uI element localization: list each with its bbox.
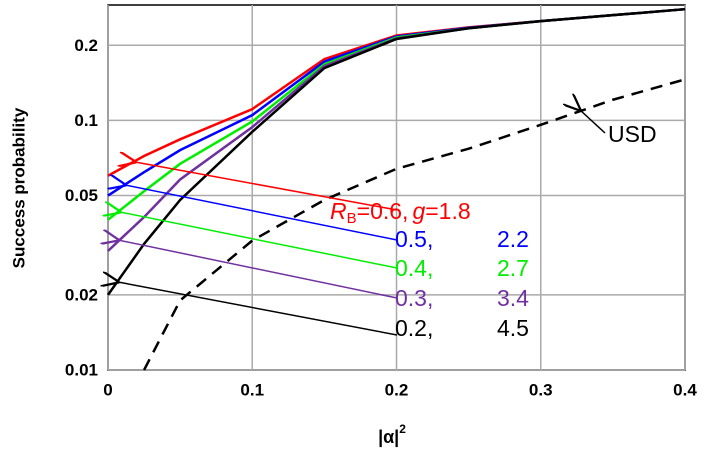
annotation-g: 4.5 xyxy=(497,315,529,341)
annotation-arrow xyxy=(118,240,398,299)
y-tick-label: 0.1 xyxy=(74,111,98,130)
y-axis-label: Success probability xyxy=(9,107,28,268)
annotation-rb: 0.4, xyxy=(395,255,433,281)
x-tick-label: 0.4 xyxy=(673,380,697,399)
annotation-g: 2.2 xyxy=(497,226,529,252)
y-tick-label: 0.2 xyxy=(74,36,98,55)
annotation-arrow xyxy=(118,282,398,336)
x-axis-label: |α|2 xyxy=(378,422,406,447)
annotation-rb: 0.2, xyxy=(395,315,433,341)
x-label-sup: 2 xyxy=(399,422,406,436)
series-line xyxy=(142,78,686,371)
usd-label: USD xyxy=(608,121,657,147)
rb-sub: B xyxy=(347,210,357,227)
rb-value: =0.6, xyxy=(357,198,409,224)
g-value: =1.8 xyxy=(425,198,470,224)
annotation-arrow xyxy=(135,162,398,211)
usd-arrow xyxy=(580,110,606,134)
g-symbol: g xyxy=(412,198,425,224)
annotation-arrow xyxy=(120,212,398,269)
x-tick-label: 0.1 xyxy=(240,380,264,399)
rb-symbol: R xyxy=(330,198,347,224)
y-tick-label: 0.01 xyxy=(65,360,98,379)
x-tick-label: 0.2 xyxy=(385,380,409,399)
x-tick-label: 0.3 xyxy=(529,380,553,399)
annotation-g: 2.7 xyxy=(497,255,529,281)
annotation-arrow xyxy=(125,185,398,241)
annotation-label: RB=0.6, g=1.8 xyxy=(330,198,471,227)
x-label-text: |α| xyxy=(378,427,399,447)
annotation-rb: 0.5, xyxy=(395,226,433,252)
y-tick-label: 0.02 xyxy=(65,285,98,304)
series-line xyxy=(106,7,686,296)
annotation-rb: 0.3, xyxy=(395,285,433,311)
annotation-g: 3.4 xyxy=(497,285,529,311)
y-tick-label: 0.05 xyxy=(65,186,98,205)
x-tick-label: 0 xyxy=(103,380,112,399)
